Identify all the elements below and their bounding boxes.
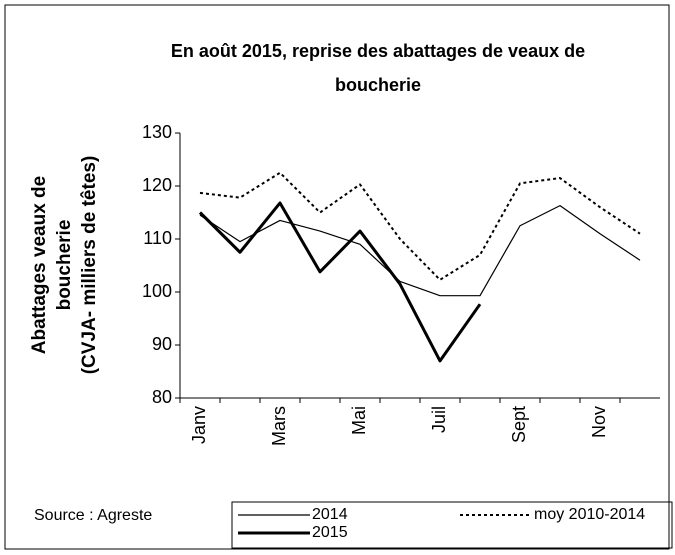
y-tick-label: 80: [152, 387, 172, 407]
source: Source : Agreste: [34, 507, 152, 524]
series-line: [198, 201, 482, 363]
legend-label: 2015: [312, 524, 348, 541]
legend-label: moy 2010-2014: [534, 506, 645, 523]
y-tick-label: 120: [142, 175, 172, 195]
series-line: [199, 171, 641, 281]
x-tick-label: Nov: [589, 406, 609, 438]
y-tick-label: 90: [152, 334, 172, 354]
x-tick-label: Janv: [189, 406, 209, 444]
x-tick-label: Sept: [509, 406, 529, 443]
x-tick-label: Mai: [349, 406, 369, 435]
y-axis-label: (CVJA- milliers de têtes): [79, 156, 100, 375]
x-tick-label: Mars: [269, 406, 289, 446]
y-tick-label: 100: [142, 281, 172, 301]
chart-title: boucherie: [335, 75, 421, 95]
series-line: [199, 205, 641, 297]
legend-box: [231, 501, 673, 549]
y-axis-label: boucherie: [54, 220, 75, 311]
x-tick-label: Juil: [429, 406, 449, 433]
y-axis-label: Abattages veaux de: [29, 176, 50, 354]
y-tick-label: 130: [142, 122, 172, 142]
chart-title: En août 2015, reprise des abattages de v…: [171, 41, 585, 61]
chart-border: [4, 4, 670, 550]
y-tick-label: 110: [143, 228, 172, 248]
legend-label: 2014: [312, 506, 348, 523]
